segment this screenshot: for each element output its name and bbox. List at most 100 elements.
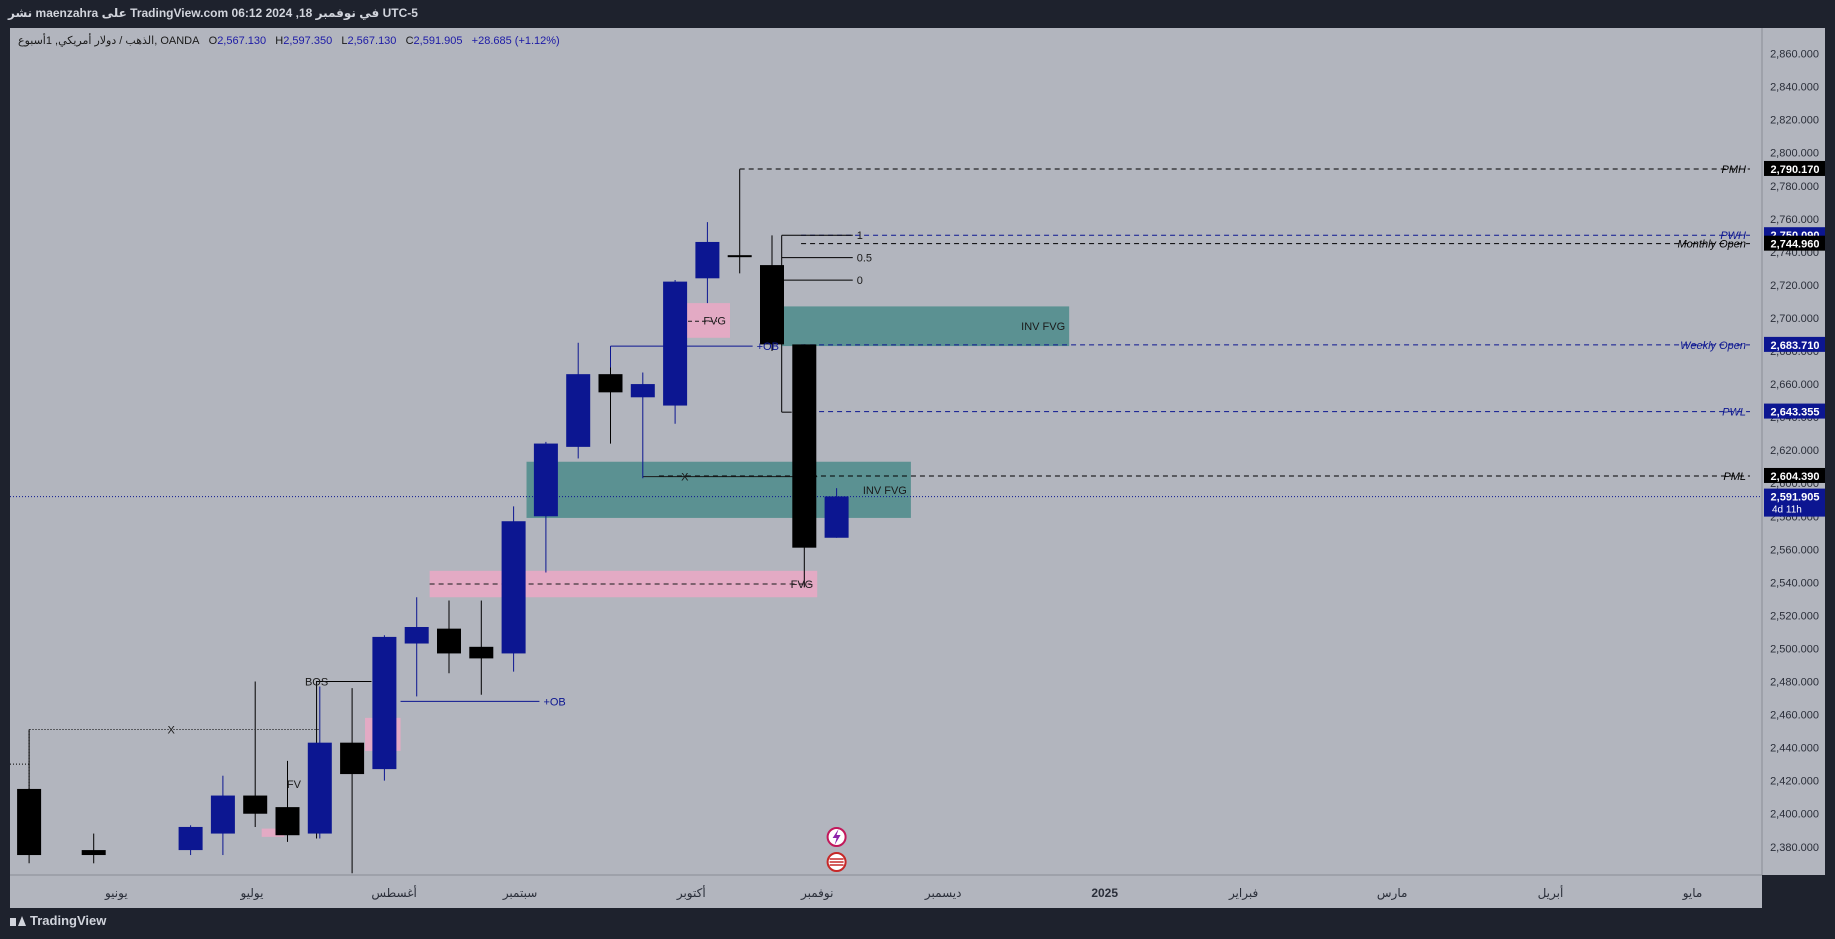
bearish-candle[interactable] [81,850,106,856]
bullish-candle[interactable] [566,374,591,447]
lightning-icon [832,829,841,845]
price-tag-label: 2,744.960 [1771,239,1820,251]
level-name: PWH [1720,230,1746,242]
low-label: L [341,35,348,47]
inv-fvg-zone[interactable] [781,306,1070,347]
bullish-candle[interactable] [533,443,558,517]
level-name: PML [1723,471,1746,483]
y-tick-label: 2,480.000 [1770,677,1819,689]
bearish-candle[interactable] [340,742,365,775]
price-tag [1764,160,1825,176]
y-tick-label: 2,840.000 [1770,82,1819,94]
y-tick-label: 2,800.000 [1770,148,1819,160]
bearish-candle[interactable] [17,788,42,856]
close-value: 2,591.905 [413,35,463,47]
current-price-tag [1764,488,1825,517]
y-tick-label: 2,700.000 [1770,313,1819,325]
level-name: PWL [1722,407,1746,419]
y-tick-label: 2,520.000 [1770,610,1819,622]
y-tick-label: 2,820.000 [1770,115,1819,127]
x-tick-label: نوفمبر [800,886,833,901]
y-tick-label: 2,780.000 [1770,181,1819,193]
y-tick-label: 2,860.000 [1770,49,1819,61]
level-name: Weekly Open [1680,340,1746,352]
publish-header: نشر maenzahra على TradingView.com في نوف… [0,0,1835,28]
tradingview-logo-icon [10,915,26,926]
y-tick-label: 2,420.000 [1770,776,1819,788]
bullish-candle[interactable] [404,626,429,644]
bearish-candle[interactable] [437,628,461,654]
bearish-candle[interactable] [727,255,752,258]
x-tick-label: مايو [1682,886,1703,901]
open-label: O [208,35,218,47]
bearish-candle[interactable] [275,807,300,836]
fib-level-label: 0 [857,275,863,287]
bearish-candle[interactable] [469,646,494,659]
price-tag [1764,467,1825,483]
x-tick-label: أكتوبر [676,885,706,901]
bearish-candle[interactable] [243,795,268,814]
x-tick-label: 2025 [1091,886,1118,900]
y-tick-label: 2,500.000 [1770,643,1819,655]
x-tick-label: سبتمبر [502,886,537,901]
bearish-candle[interactable] [598,374,623,393]
inv-fvg-zone[interactable] [526,461,911,518]
tradingview-brand[interactable]: TradingView [10,913,106,928]
current-price-label: 2,591.905 [1771,492,1820,504]
y-tick-label: 2,720.000 [1770,280,1819,292]
inv-fvg-label: INV FVG [1021,321,1065,333]
brand-label: TradingView [30,913,107,928]
symbol-label: الذهب / دولار أمريكي, 1أسبوع, OANDA [18,35,200,47]
low-value: 2,567.130 [347,35,397,47]
bullish-candle[interactable] [695,241,720,279]
x-tick-label: يوليو [239,886,263,901]
x-tick-label: أبريل [1538,885,1564,901]
footer-bar [0,908,1835,939]
fib-level-label: 1 [857,230,863,242]
bullish-candle[interactable] [178,826,203,851]
x-tick-label: فبراير [1228,886,1258,901]
fib-level-label: 0.5 [857,253,872,265]
price-tag-label: 2,604.390 [1771,471,1820,483]
fvg-label: FV [287,779,302,791]
bullish-candle[interactable] [824,496,849,538]
bullish-candle[interactable] [210,795,235,834]
price-tag [1764,403,1825,419]
publish-line: نشر maenzahra على TradingView.com في نوف… [8,6,418,20]
y-tick-label: 2,460.000 [1770,710,1819,722]
time-axis[interactable] [10,875,1762,908]
ob-label: +OB [543,696,565,708]
swing-x-label: X [681,472,689,484]
price-tag-label: 2,790.170 [1771,164,1820,176]
y-tick-label: 2,660.000 [1770,379,1819,391]
bearish-candle[interactable] [792,344,817,548]
y-tick-label: 2,620.000 [1770,445,1819,457]
bullish-candle[interactable] [630,384,655,398]
countdown-label: 4d 11h [1772,505,1802,516]
plot-area[interactable] [10,28,1762,875]
price-tag [1764,235,1825,251]
ohlc-legend: الذهب / دولار أمريكي, 1أسبوع, OANDA O 2,5… [18,34,560,47]
close-label: C [405,35,414,47]
bullish-candle[interactable] [663,281,688,406]
y-tick-label: 2,540.000 [1770,577,1819,589]
candlestick-chart[interactable]: 2,860.000 2,840.000 2,820.000 2,800.000 2,78… [10,28,1825,908]
bullish-candle[interactable] [372,636,397,770]
bullish-candle[interactable] [307,742,332,834]
x-tick-label: مارس [1377,886,1408,901]
x-tick-label: يونيو [104,886,128,901]
price-tag-label: 2,643.355 [1771,407,1820,419]
inv-fvg-label: INV FVG [863,485,907,497]
bearish-candle[interactable] [760,265,784,345]
high-value: 2,597.350 [283,35,333,47]
bullish-candle[interactable] [501,521,526,654]
y-tick-label: 2,400.000 [1770,809,1819,821]
fvg-zone[interactable] [261,828,285,837]
fvg-label: FVG [791,579,814,591]
high-label: H [275,35,284,47]
x-tick-label: أغسطس [371,885,416,901]
price-tag [1764,336,1825,352]
ob-label: +OB [757,341,779,353]
y-tick-label: 2,760.000 [1770,214,1819,226]
x-tick-label: ديسمبر [924,886,962,901]
